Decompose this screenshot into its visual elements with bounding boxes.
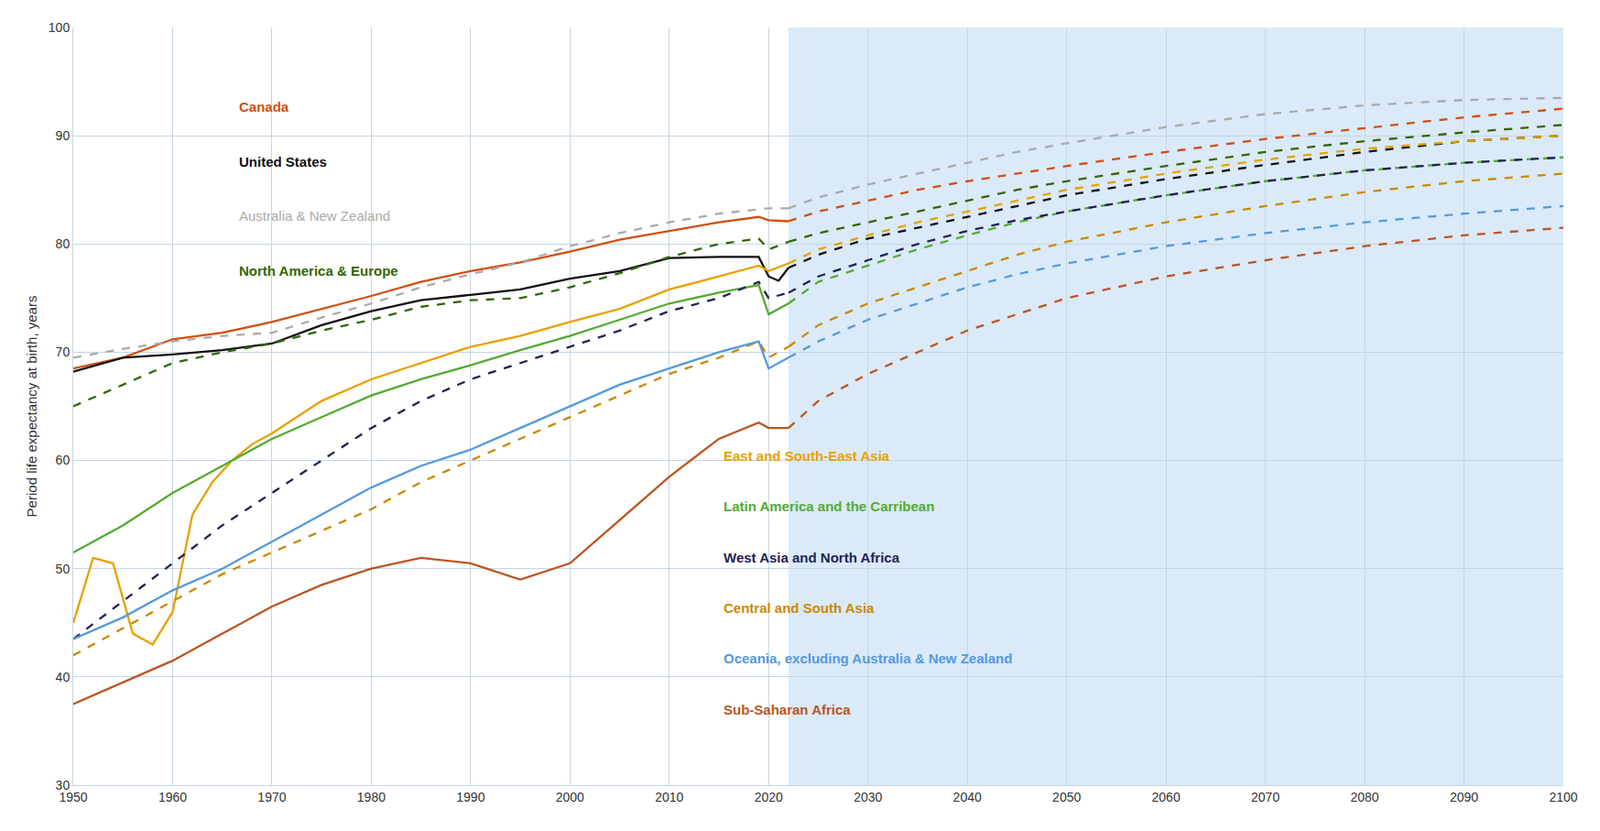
svg-text:1950: 1950 [58, 789, 88, 805]
svg-text:1960: 1960 [158, 789, 187, 805]
svg-text:Canada: Canada [239, 98, 290, 115]
svg-text:2060: 2060 [1152, 789, 1181, 805]
svg-text:1970: 1970 [257, 789, 286, 805]
svg-text:2040: 2040 [953, 789, 982, 805]
svg-text:60: 60 [55, 452, 71, 468]
svg-text:2010: 2010 [654, 789, 684, 805]
svg-text:Period life expectancy at birt: Period life expectancy at birth, years [23, 295, 40, 518]
svg-text:90: 90 [55, 128, 71, 143]
svg-text:2020: 2020 [754, 789, 784, 805]
svg-text:2100: 2100 [1548, 789, 1578, 805]
svg-text:40: 40 [55, 669, 71, 685]
svg-text:100: 100 [48, 20, 71, 35]
svg-text:2070: 2070 [1251, 789, 1280, 805]
svg-text:70: 70 [55, 344, 71, 360]
svg-text:Central and South Asia: Central and South Asia [723, 599, 875, 616]
svg-text:Sub-Saharan Africa: Sub-Saharan Africa [723, 701, 851, 718]
svg-text:2090: 2090 [1449, 789, 1479, 805]
svg-text:1990: 1990 [456, 789, 485, 805]
svg-text:2000: 2000 [555, 789, 585, 805]
svg-text:North America & Europe: North America & Europe [239, 262, 399, 279]
svg-text:Latin America and the Carribea: Latin America and the Carribean [723, 498, 935, 514]
svg-text:East and South-East Asia: East and South-East Asia [723, 447, 891, 464]
svg-text:30: 30 [55, 777, 71, 793]
svg-text:2080: 2080 [1349, 789, 1379, 805]
svg-text:1980: 1980 [357, 789, 386, 805]
svg-text:2050: 2050 [1052, 789, 1081, 805]
svg-text:Oceania, excluding Australia &: Oceania, excluding Australia & New Zeala… [723, 650, 1013, 666]
svg-text:West Asia and North Africa: West Asia and North Africa [723, 549, 901, 566]
svg-text:2030: 2030 [853, 789, 882, 805]
svg-text:80: 80 [55, 236, 71, 251]
svg-text:United States: United States [239, 153, 327, 170]
svg-text:50: 50 [55, 561, 71, 577]
svg-text:Australia & New Zealand: Australia & New Zealand [239, 207, 391, 224]
